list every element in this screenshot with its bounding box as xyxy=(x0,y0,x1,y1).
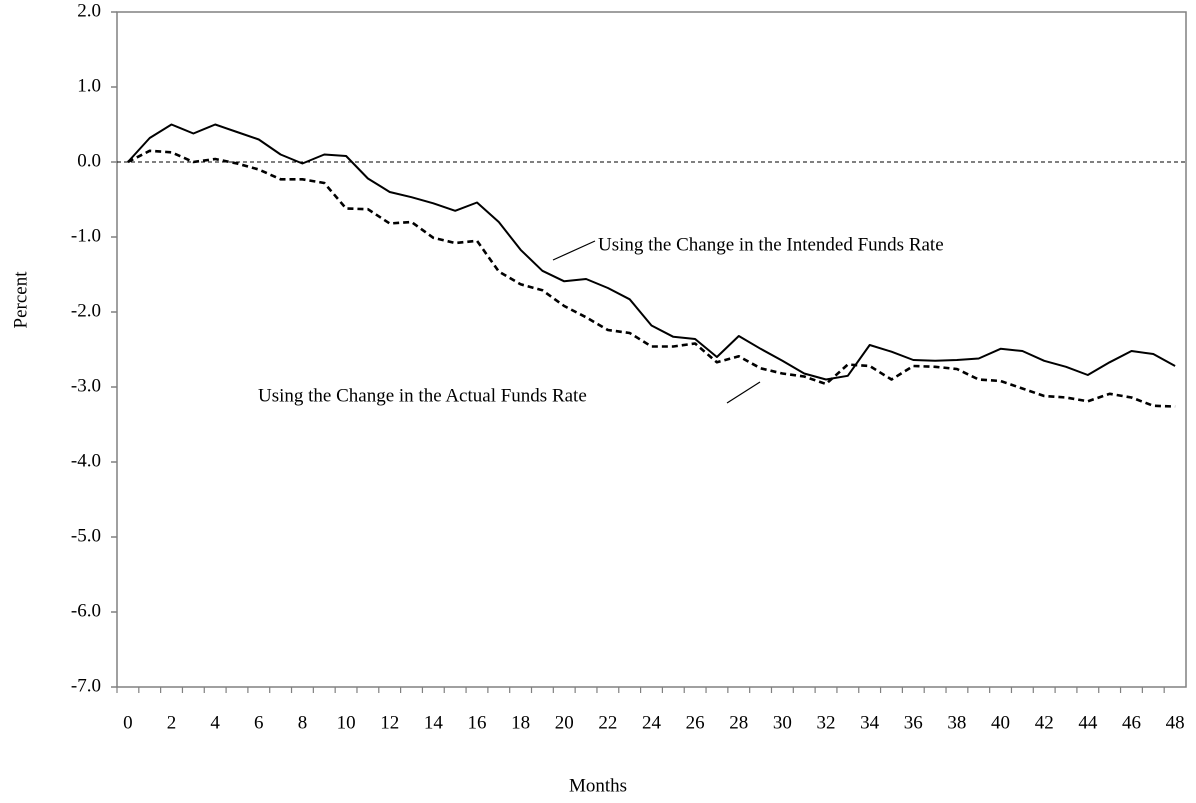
y-tick-label: 2.0 xyxy=(77,0,101,21)
x-tick-label: 2 xyxy=(167,712,177,733)
x-tick-label: 38 xyxy=(947,712,966,733)
plot-frame xyxy=(116,11,1187,688)
x-tick-label: 20 xyxy=(555,712,574,733)
y-tick-label: -2.0 xyxy=(71,300,101,321)
x-tick-label: 10 xyxy=(337,712,356,733)
x-tick-label: 12 xyxy=(380,712,399,733)
annotation-leader xyxy=(726,381,761,404)
x-tick-label: 26 xyxy=(686,712,705,733)
y-tick-label: -7.0 xyxy=(71,675,101,696)
y-tick-label: -1.0 xyxy=(71,225,101,246)
x-tick-label: 16 xyxy=(467,712,486,733)
x-tick-label: 40 xyxy=(991,712,1010,733)
x-tick-label: 44 xyxy=(1078,712,1098,733)
x-tick-label: 0 xyxy=(123,712,133,733)
series-label: Using the Change in the Intended Funds R… xyxy=(598,234,944,255)
x-tick-label: 28 xyxy=(729,712,748,733)
x-tick-label: 42 xyxy=(1035,712,1054,733)
x-tick-label: 24 xyxy=(642,712,662,733)
x-tick-label: 22 xyxy=(598,712,617,733)
x-axis-label: Months xyxy=(569,775,627,796)
series-line xyxy=(127,149,1176,408)
x-tick-label: 30 xyxy=(773,712,792,733)
series-label: Using the Change in the Actual Funds Rat… xyxy=(258,385,587,406)
x-tick-label: 36 xyxy=(904,712,923,733)
y-tick-label: 0.0 xyxy=(77,150,101,171)
y-axis-label: Percent xyxy=(10,271,31,329)
x-tick-label: 34 xyxy=(860,712,880,733)
y-tick-label: -3.0 xyxy=(71,375,101,396)
x-tick-label: 14 xyxy=(424,712,444,733)
x-tick-label: 8 xyxy=(298,712,308,733)
y-tick-label: 1.0 xyxy=(77,75,101,96)
x-tick-label: 6 xyxy=(254,712,264,733)
y-tick-label: -6.0 xyxy=(71,600,101,621)
annotation-leader xyxy=(552,240,596,261)
y-tick-label: -5.0 xyxy=(71,525,101,546)
x-tick-label: 48 xyxy=(1166,712,1185,733)
x-tick-label: 4 xyxy=(210,712,220,733)
x-tick-label: 46 xyxy=(1122,712,1141,733)
x-tick-label: 32 xyxy=(817,712,836,733)
y-tick-label: -4.0 xyxy=(71,450,101,471)
x-tick-label: 18 xyxy=(511,712,530,733)
series-line xyxy=(127,123,1176,381)
